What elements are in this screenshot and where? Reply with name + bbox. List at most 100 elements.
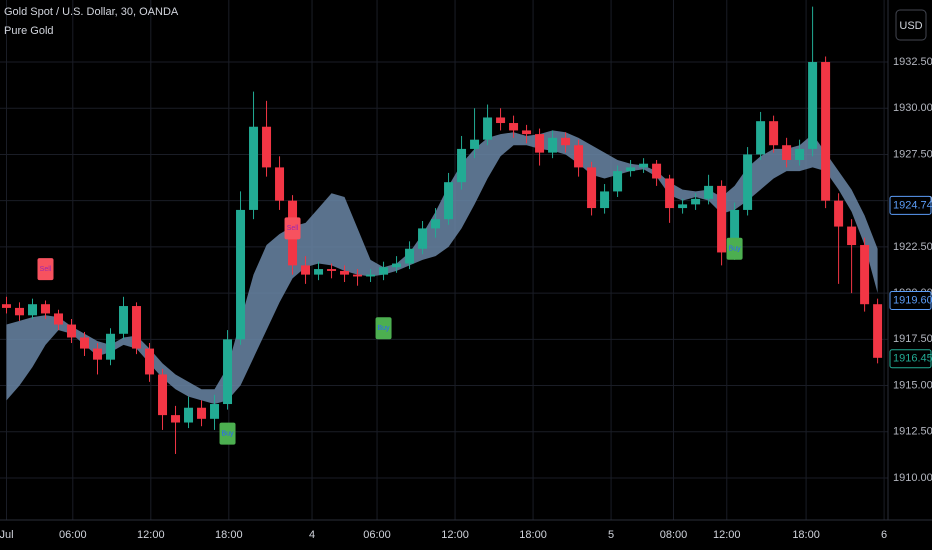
signal-label: Sell (287, 225, 299, 232)
x-tick-label: 08:00 (660, 529, 688, 541)
candle-body (860, 245, 870, 305)
candle-body (769, 121, 779, 146)
y-tick-label: 1912.500 (893, 426, 932, 438)
candle-body (249, 126, 259, 210)
candle-body (340, 270, 350, 275)
signal-marker (284, 217, 301, 240)
candle-body (691, 198, 701, 205)
indicator-name[interactable]: Pure Gold (4, 25, 54, 37)
candle-body (795, 148, 805, 161)
candle-body (834, 200, 844, 227)
candle-body (730, 209, 740, 253)
x-tick-label: 12:00 (713, 529, 741, 541)
price-tag (889, 349, 932, 369)
candle-body (496, 117, 506, 124)
candle-body (522, 130, 532, 135)
candle-body (600, 191, 610, 209)
candle-body (717, 185, 727, 253)
candle-body (743, 154, 753, 210)
candle-body (808, 62, 818, 149)
candle-body (457, 148, 467, 183)
candle-body (15, 307, 25, 316)
candle-body (847, 226, 857, 246)
signal-label: Sell (40, 266, 52, 273)
y-tick-label: 1932.500 (893, 56, 932, 68)
candle-body (184, 407, 194, 423)
candle-body (574, 145, 584, 168)
candle-body (639, 163, 649, 168)
candle-body (93, 348, 103, 360)
candle-body (756, 121, 766, 155)
candle-body (314, 269, 324, 275)
price-tag (889, 195, 932, 215)
candle-body (665, 178, 675, 209)
signal-label: Buy (221, 430, 234, 437)
price-tag-label: 1924.746 (893, 199, 932, 211)
candle-body (431, 219, 441, 229)
candle-body (470, 139, 480, 149)
candle-body (145, 348, 155, 375)
price-tag-label: 1916.450 (893, 353, 932, 365)
candle-body (821, 62, 831, 201)
price-tag (889, 291, 932, 311)
candle-body (418, 228, 428, 249)
candle-body (54, 313, 64, 325)
x-tick-label: Jul (0, 529, 14, 541)
x-tick-label: 5 (608, 529, 614, 541)
x-tick-label: 6 (881, 529, 887, 541)
candle-body (80, 337, 90, 349)
x-tick-label: 18:00 (215, 529, 243, 541)
candle-body (392, 263, 402, 268)
y-tick-label: 1910.000 (893, 472, 932, 484)
candle-body (223, 339, 233, 405)
signal-marker (37, 258, 54, 281)
candle-body (2, 304, 12, 308)
candle-body (41, 304, 51, 314)
candle-body (379, 267, 389, 275)
currency-label[interactable]: USD (899, 20, 922, 32)
candle-body (405, 248, 415, 264)
signal-marker (375, 317, 392, 340)
candle-body (171, 415, 181, 423)
y-tick-label: 1922.500 (893, 241, 932, 253)
candle-body (483, 117, 493, 140)
y-tick-label: 1917.500 (893, 333, 932, 345)
candle-body (28, 304, 38, 316)
candle-body (106, 333, 116, 360)
candle-body (561, 137, 571, 146)
candle-body (587, 167, 597, 209)
candle-body (275, 167, 285, 201)
candle-body (262, 126, 272, 168)
candle-body (535, 134, 545, 153)
x-tick-label: 12:00 (441, 529, 469, 541)
signal-label: Buy (378, 325, 391, 332)
signal-marker (219, 422, 236, 445)
candle-body (119, 306, 129, 334)
candle-body (613, 171, 623, 192)
candle-body (210, 404, 220, 419)
candle-body (678, 204, 688, 209)
candle-body (782, 145, 792, 161)
candle-body (873, 304, 883, 358)
candle-body (366, 274, 376, 277)
candle-body (509, 123, 519, 131)
candle-body (197, 407, 207, 419)
x-tick-label: 06:00 (59, 529, 87, 541)
x-tick-label: 4 (309, 529, 315, 541)
price-tag-label: 1919.600 (893, 294, 932, 306)
y-tick-label: 1927.500 (893, 148, 932, 160)
candle-body (652, 163, 662, 179)
candle-body (353, 274, 363, 277)
candle-body (548, 137, 558, 153)
candle-body (158, 374, 168, 416)
x-tick-label: 06:00 (363, 529, 391, 541)
candle-body (626, 167, 636, 172)
y-tick-label: 1915.000 (893, 379, 932, 391)
currency-button[interactable] (895, 9, 927, 41)
candle-body (327, 269, 337, 271)
signal-marker (726, 237, 743, 260)
chart-title: Gold Spot / U.S. Dollar, 30, OANDA (4, 6, 179, 18)
candle-body (301, 265, 311, 275)
